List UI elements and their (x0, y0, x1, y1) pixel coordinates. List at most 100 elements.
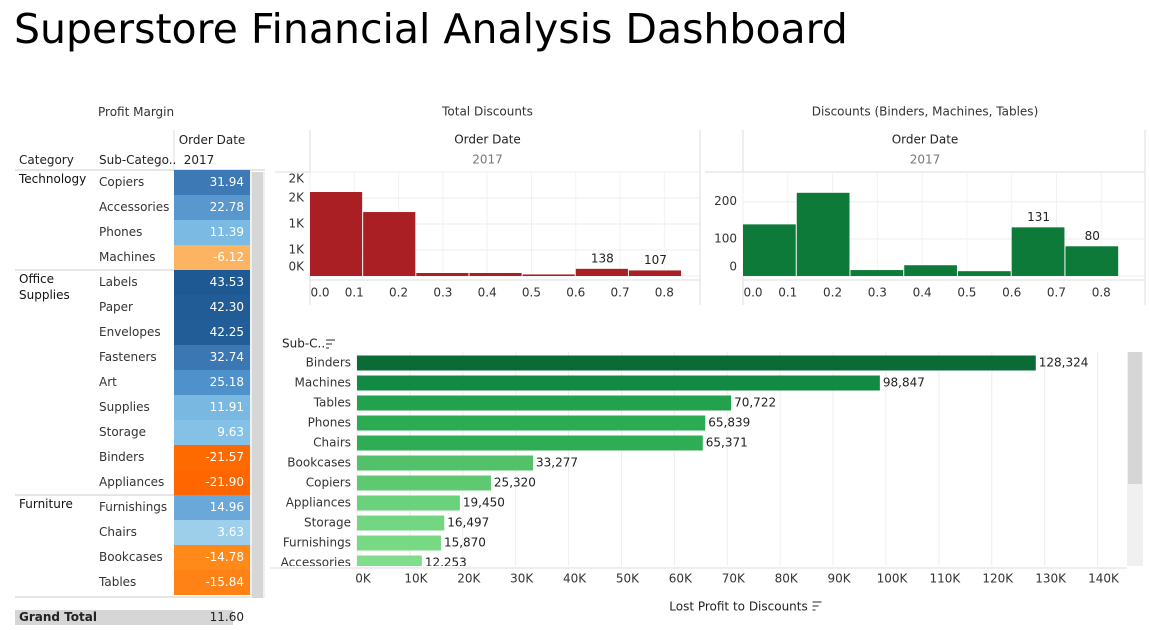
subcategory-label: Envelopes (99, 325, 161, 339)
margin-cell: 3.63 (174, 520, 250, 545)
column-value: 2017 (183, 153, 215, 167)
histogram-bar (796, 192, 850, 276)
histogram-bar (363, 212, 416, 276)
bar (357, 415, 706, 431)
value-label: 80 (1085, 229, 1100, 243)
x-tick-label: 60K (669, 572, 693, 586)
histogram-bar (850, 270, 904, 276)
scroll-thumb[interactable] (1128, 352, 1142, 484)
x-tick-label: 0.4 (913, 286, 932, 300)
x-tick-label: 0.8 (1092, 286, 1111, 300)
category-label: Furniture (19, 497, 73, 511)
y-tick-label: 1K (288, 243, 305, 257)
value-label: 33,277 (536, 456, 578, 470)
y-tick-label: Machines (295, 376, 351, 390)
histogram-bar (469, 272, 522, 276)
scroll-thumb[interactable] (252, 172, 263, 598)
x-tick-label: 70K (722, 572, 746, 586)
histogram-bar (575, 268, 628, 276)
y-tick-label: Copiers (306, 476, 351, 490)
value-label: 131 (1027, 210, 1050, 224)
bar (357, 475, 491, 491)
chart-layer: Total Discounts Order Date 2017 0K 1K 1K 2K 2K 0… (15, 105, 1146, 614)
bar (357, 355, 1036, 371)
x-tick-label: 110K (929, 572, 961, 586)
value-label: 138 (591, 251, 614, 265)
histogram-bar (904, 265, 957, 276)
bar (357, 495, 460, 511)
x-tick-label: 0.7 (611, 286, 630, 300)
column-header: Order Date (454, 133, 521, 147)
margin-cell: 32.74 (174, 345, 250, 370)
h-scroll-thumb[interactable] (15, 610, 233, 625)
x-axis-title: Lost Profit to Discounts (669, 600, 808, 614)
margin-cell: 9.63 (174, 420, 250, 445)
subcategory-label: Paper (99, 300, 133, 314)
x-tick-label: 0.5 (522, 286, 541, 300)
value-label: 65,371 (706, 436, 748, 450)
value-label: 25,320 (494, 476, 536, 490)
bar (357, 555, 422, 566)
y-tick-label: Bookcases (287, 456, 351, 470)
bar (357, 515, 445, 531)
subcategory-label: Bookcases (99, 550, 163, 564)
y-axis-title: Sub-C.. (282, 337, 325, 351)
value-label: 98,847 (883, 376, 925, 390)
x-tick-label: 0.5 (957, 286, 976, 300)
dashboard-title: Superstore Financial Analysis Dashboard (14, 5, 848, 53)
sort-icon (326, 339, 335, 349)
column-header: Order Date (178, 133, 246, 147)
x-tick-label: 50K (616, 572, 640, 586)
x-tick-label: 0.3 (868, 286, 887, 300)
subcategory-label: Chairs (99, 525, 137, 539)
histogram-bar (416, 272, 469, 276)
subcategory-label: Tables (99, 575, 137, 589)
bar (357, 395, 732, 411)
margin-cell: 43.53 (174, 270, 250, 295)
y-tick-label: 0K (288, 260, 305, 274)
margin-cell: 42.30 (174, 295, 250, 320)
y-tick-label: Appliances (286, 496, 351, 510)
x-tick-label: 0.6 (1002, 286, 1021, 300)
y-tick-label: Furnishings (283, 536, 351, 550)
x-tick-label: 0.1 (778, 286, 797, 300)
x-tick-label: 0.0 (310, 286, 329, 300)
x-tick-label: 0.0 (743, 286, 762, 300)
row-header: Sub-Catego.. (99, 153, 177, 167)
x-tick-label: 120K (982, 572, 1014, 586)
subcategory-label: Furnishings (99, 500, 168, 514)
margin-cell: 11.91 (174, 395, 250, 420)
margin-cell: 11.39 (174, 220, 250, 245)
margin-cell: 22.78 (174, 195, 250, 220)
bar (357, 535, 441, 551)
x-tick-label: 130K (1035, 572, 1067, 586)
column-value: 2017 (910, 153, 941, 167)
x-tick-label: 10K (404, 572, 428, 586)
total-label: Grand Total (19, 610, 97, 624)
subcategory-label: Binders (99, 450, 145, 464)
x-tick-label: 0.7 (1047, 286, 1066, 300)
y-tick-label: 0 (729, 260, 737, 274)
subcategory-label: Machines (99, 250, 156, 264)
histogram-bar (310, 192, 363, 276)
y-tick-label: Binders (306, 356, 351, 370)
x-tick-label: 140K (1088, 572, 1120, 586)
y-tick-label: Chairs (313, 436, 351, 450)
y-tick-label: Tables (313, 396, 351, 410)
x-tick-label: 0.1 (345, 286, 364, 300)
subcategory-label: Phones (99, 225, 143, 239)
y-tick-label: 2K (288, 172, 305, 186)
category-label: Office Supplies (19, 272, 70, 302)
subcategory-label: Copiers (99, 175, 145, 189)
x-tick-label: 0.2 (389, 286, 408, 300)
margin-cell: -6.12 (174, 245, 250, 270)
subcategory-label: Storage (99, 425, 146, 439)
sort-icon (812, 601, 822, 611)
value-label: 15,870 (444, 536, 486, 550)
chart-title: Discounts (Binders, Machines, Tables) (812, 105, 1039, 119)
x-tick-label: 40K (563, 572, 587, 586)
subcategory-label: Fasteners (99, 350, 157, 364)
histogram-bar (1011, 227, 1065, 276)
